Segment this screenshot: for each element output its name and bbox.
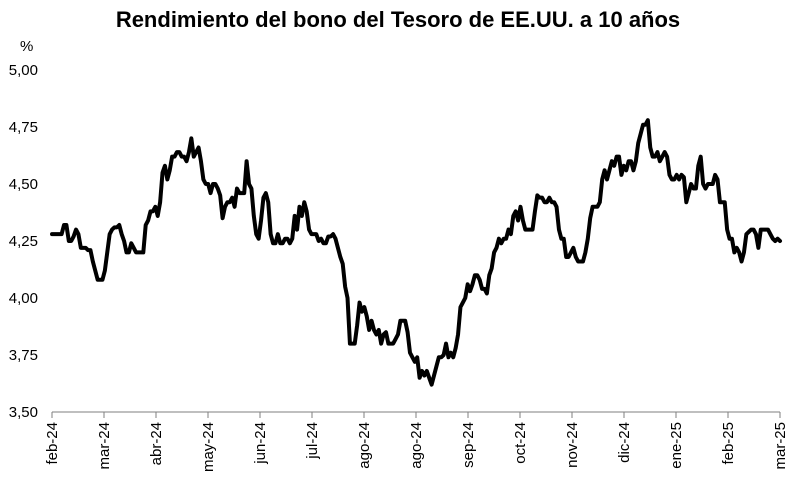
x-tick-label: ago-24: [408, 422, 425, 469]
x-axis: [51, 411, 781, 418]
x-tick-label: jul-24: [304, 422, 321, 460]
x-tick-label: jun-24: [252, 422, 269, 465]
chart-title: Rendimiento del bono del Tesoro de EE.UU…: [116, 7, 680, 32]
plot-area: [50, 118, 782, 387]
y-axis-tick-labels: 3,50 3,75 4,00 4,25 4,50 4,75 5,00: [9, 62, 38, 421]
y-axis-unit-label: %: [20, 38, 33, 55]
series-line-yield: [50, 118, 782, 387]
y-tick-label: 5,00: [9, 62, 38, 79]
x-tick-label: feb-25: [720, 422, 737, 465]
x-tick-label: feb-24: [44, 422, 61, 465]
y-tick-label: 3,50: [9, 404, 38, 421]
y-tick-label: 4,50: [9, 176, 38, 193]
x-axis-tick-labels: feb-24 mar-24 abr-24 may-24 jun-24 jul-24 ago-…: [44, 422, 789, 472]
x-tick-label: ene-25: [668, 422, 685, 469]
x-tick-label: mar-24: [96, 422, 113, 470]
y-tick-label: 4,00: [9, 290, 38, 307]
x-tick-label: dic-24: [616, 422, 633, 463]
x-tick-label: mar-25: [772, 422, 789, 470]
x-tick-label: sep-24: [460, 422, 477, 468]
x-tick-label: may-24: [200, 422, 217, 472]
y-tick-label: 3,75: [9, 347, 38, 364]
x-tick-label: ago-24: [356, 422, 373, 469]
x-tick-label: oct-24: [512, 422, 529, 464]
y-tick-label: 4,25: [9, 233, 38, 250]
x-tick-label: nov-24: [564, 422, 581, 468]
y-tick-label: 4,75: [9, 119, 38, 136]
x-tick-label: abr-24: [148, 422, 165, 465]
